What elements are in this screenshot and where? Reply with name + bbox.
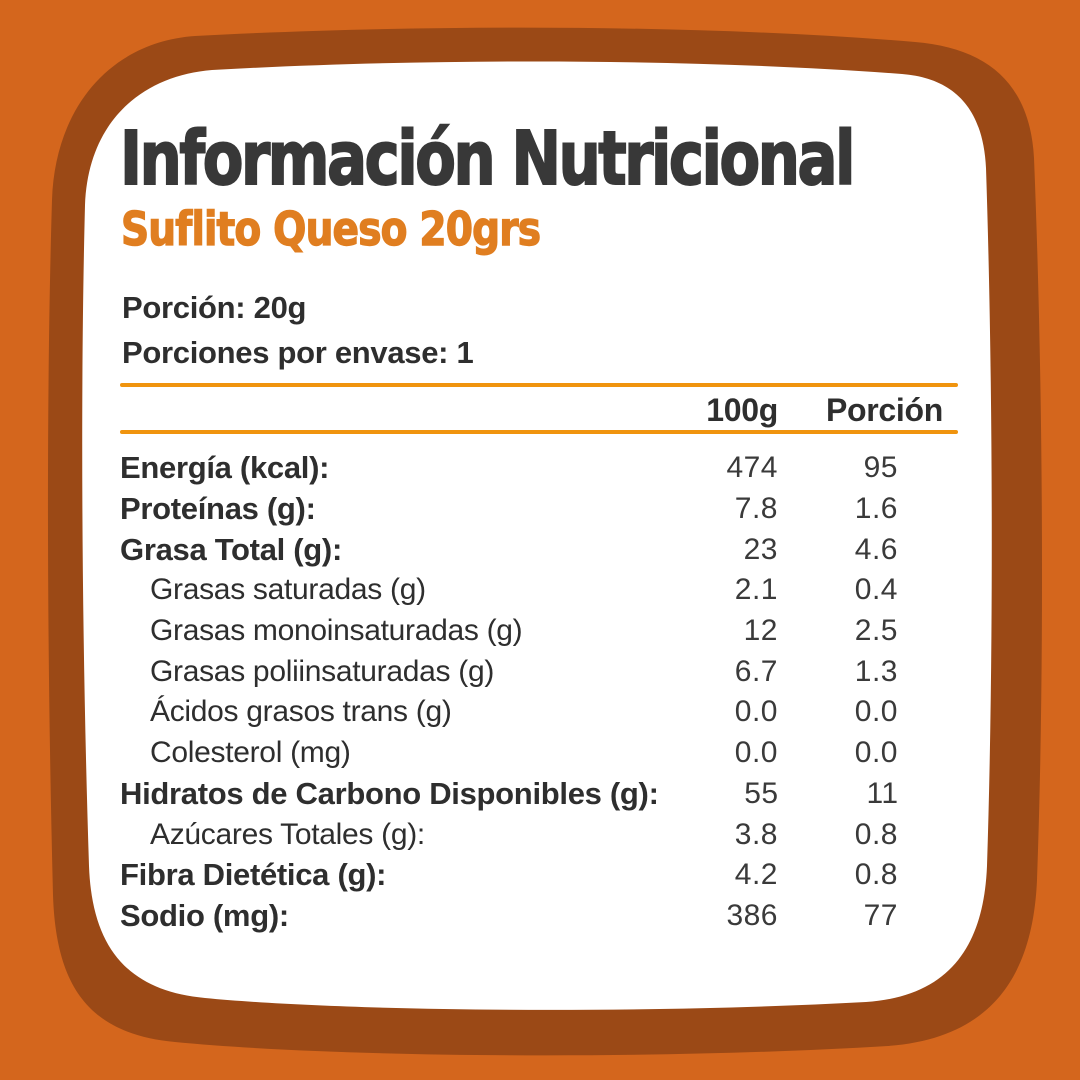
row-value-portion: 1.6 bbox=[854, 492, 898, 526]
table-row: Colesterol (mg) 0.0 0.0 bbox=[120, 733, 958, 774]
row-label: Energía (kcal): bbox=[120, 450, 330, 486]
column-header-100g: 100g bbox=[706, 391, 778, 428]
page-title: Información Nutricional bbox=[119, 116, 856, 202]
table-row: Grasa Total (g): 23 4.6 bbox=[120, 529, 958, 570]
row-label: Grasas poliinsaturadas (g) bbox=[150, 654, 495, 688]
row-label: Grasa Total (g): bbox=[120, 531, 342, 567]
row-value-portion: 0.8 bbox=[854, 817, 898, 851]
row-value-portion: 4.6 bbox=[854, 532, 898, 566]
row-value-portion: 0.0 bbox=[854, 695, 898, 729]
row-value-100g: 4.2 bbox=[734, 858, 778, 892]
row-label: Grasas monoinsaturadas (g) bbox=[150, 614, 523, 648]
row-value-portion: 0.0 bbox=[854, 736, 898, 770]
row-value-portion: 77 bbox=[863, 898, 898, 932]
servings-per-pack: Porciones por envase: 1 bbox=[122, 335, 474, 370]
row-value-portion: 2.5 bbox=[854, 614, 898, 648]
row-value-100g: 386 bbox=[726, 898, 778, 932]
row-value-portion: 95 bbox=[863, 451, 898, 485]
table-header-row: 100g Porción bbox=[120, 390, 958, 430]
row-label: Proteínas (g): bbox=[120, 491, 316, 527]
row-value-100g: 474 bbox=[726, 451, 778, 485]
row-value-portion: 11 bbox=[866, 776, 899, 810]
product-subtitle: Suflito Queso 20grs bbox=[120, 202, 541, 256]
table-row: Energía (kcal): 474 95 bbox=[120, 448, 958, 489]
row-value-100g: 0.0 bbox=[734, 695, 778, 729]
row-value-portion: 1.3 bbox=[854, 654, 898, 688]
row-value-100g: 3.8 bbox=[734, 817, 778, 851]
row-value-portion: 0.4 bbox=[854, 573, 898, 607]
column-header-portion: Porción bbox=[825, 391, 943, 428]
table-row: Proteínas (g): 7.8 1.6 bbox=[120, 489, 958, 530]
row-label: Sodio (mg): bbox=[120, 897, 289, 933]
nutrition-table-body: Energía (kcal): 474 95 Proteínas (g): 7.… bbox=[120, 448, 958, 936]
row-label: Azúcares Totales (g): bbox=[150, 817, 425, 851]
table-row: Ácidos grasos trans (g) 0.0 0.0 bbox=[120, 692, 958, 733]
row-value-100g: 23 bbox=[743, 532, 778, 566]
row-value-portion: 0.8 bbox=[854, 858, 898, 892]
row-value-100g: 6.7 bbox=[734, 654, 778, 688]
table-row: Hidratos de Carbono Disponibles (g): 55 … bbox=[120, 774, 958, 815]
row-label: Ácidos grasos trans (g) bbox=[150, 695, 452, 729]
row-label: Hidratos de Carbono Disponibles (g): bbox=[120, 775, 659, 811]
row-value-100g: 0.0 bbox=[734, 736, 778, 770]
table-row: Grasas saturadas (g) 2.1 0.4 bbox=[120, 570, 958, 611]
table-row: Azúcares Totales (g): 3.8 0.8 bbox=[120, 814, 958, 855]
table-top-rule bbox=[120, 383, 958, 387]
row-label: Grasas saturadas (g) bbox=[150, 573, 426, 607]
row-value-100g: 55 bbox=[744, 776, 779, 810]
table-row: Grasas monoinsaturadas (g) 12 2.5 bbox=[120, 611, 958, 652]
serving-size: Porción: 20g bbox=[122, 290, 307, 325]
table-row: Fibra Dietética (g): 4.2 0.8 bbox=[120, 855, 958, 896]
table-header-rule bbox=[120, 430, 958, 434]
row-value-100g: 2.1 bbox=[734, 573, 778, 607]
row-label: Colesterol (mg) bbox=[150, 736, 351, 770]
row-label: Fibra Dietética (g): bbox=[120, 857, 387, 893]
card-white-blob bbox=[82, 61, 992, 1010]
row-value-100g: 7.8 bbox=[734, 492, 778, 526]
table-row: Sodio (mg): 386 77 bbox=[120, 896, 958, 937]
row-value-100g: 12 bbox=[743, 614, 778, 648]
table-row: Grasas poliinsaturadas (g) 6.7 1.3 bbox=[120, 651, 958, 692]
